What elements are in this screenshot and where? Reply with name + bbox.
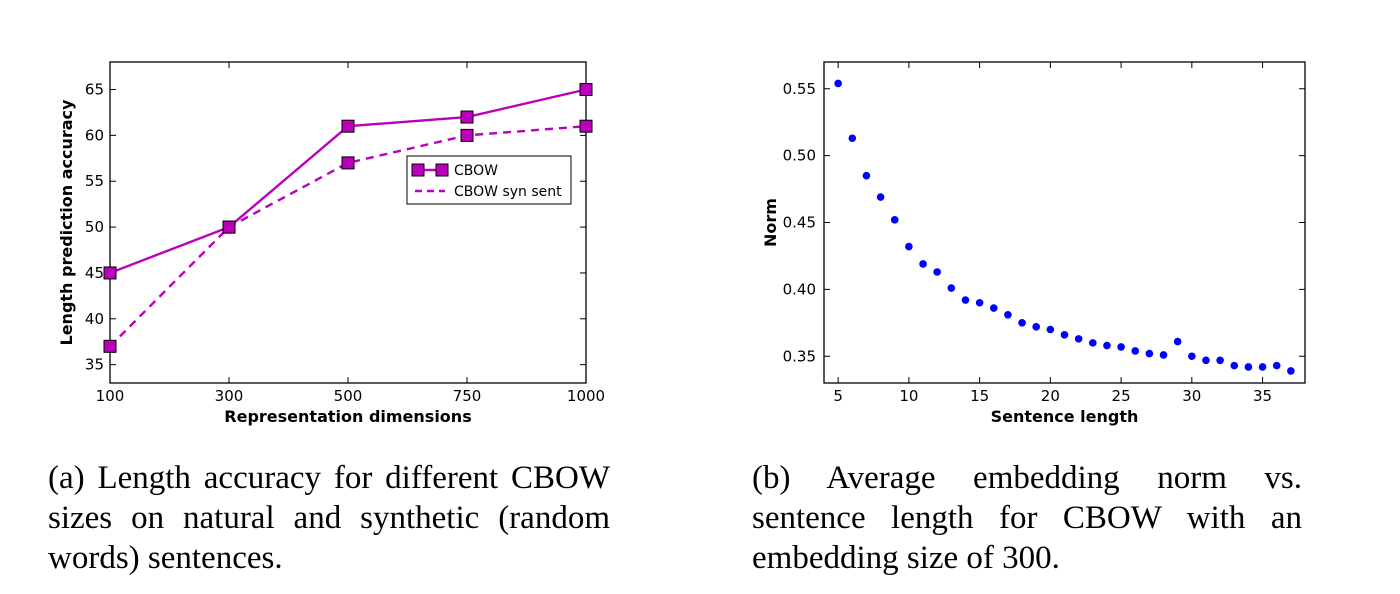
chart-b-data-point — [1004, 310, 1012, 319]
chart-a-ytick-label: 60 — [85, 126, 104, 144]
chart-b-x-axis-title: Sentence length — [991, 407, 1139, 426]
chart-a-plot-frame — [109, 61, 587, 384]
chart-b-data-point — [947, 284, 956, 292]
chart-b-data-point — [1202, 356, 1210, 365]
chart-b-data-point — [1074, 335, 1083, 343]
chart-b-data-point — [876, 193, 885, 201]
chart-b-data-point — [1032, 323, 1041, 331]
chart-b-data-point — [905, 242, 913, 251]
chart-a-ytick-label: 40 — [85, 310, 104, 328]
chart-b-data-point — [1145, 349, 1154, 358]
chart-b-xtick-label: 20 — [1041, 387, 1060, 405]
caption-b: (b) Average embedding norm vs. sentence … — [752, 460, 1302, 576]
chart-a-series-0-marker — [341, 119, 355, 133]
chart-b-embedding-norm: 0.35 0.40 0.45 0.50 0.55 5 10 15 20 25 30 35 Sentenc… — [761, 61, 1306, 426]
chart-b-data-point — [1060, 331, 1069, 339]
caption-a: (a) Length accuracy for different CBOW s… — [48, 460, 610, 576]
chart-a-xtick-label: 300 — [215, 387, 244, 405]
chart-a-legend-marker — [411, 163, 425, 177]
chart-b-data-point — [1244, 363, 1253, 371]
chart-b-data-point — [989, 304, 998, 312]
chart-b-ytick-label: 0.40 — [783, 280, 816, 298]
chart-a-legend-label: CBOW — [454, 163, 498, 179]
chart-b-data-point — [961, 296, 970, 304]
chart-b-xtick-label: 10 — [899, 387, 918, 405]
chart-b-y-axis-title: Norm — [761, 198, 780, 247]
chart-a-xtick-label: 100 — [96, 387, 125, 405]
chart-a-legend-box — [406, 155, 572, 205]
chart-b-data-point — [1018, 319, 1026, 327]
chart-b-data-point — [1287, 367, 1295, 375]
chart-a-xtick-label: 500 — [334, 387, 363, 405]
chart-b-data-point — [1272, 361, 1281, 370]
chart-b-data-point — [1131, 347, 1140, 355]
chart-b-data-point — [862, 171, 871, 180]
chart-a-xtick-label: 750 — [453, 387, 482, 405]
chart-a-ytick-label: 65 — [85, 81, 104, 99]
chart-a-xtick-label: 1000 — [567, 387, 605, 405]
chart-a-series-1-marker — [222, 220, 236, 234]
chart-a-series-0-marker — [460, 110, 474, 124]
chart-a-legend-label: CBOW syn sent — [454, 184, 562, 200]
chart-a-legend-marker — [435, 163, 449, 177]
chart-b-xtick-label: 5 — [833, 387, 843, 405]
chart-b-ytick-label: 0.35 — [783, 347, 816, 365]
chart-b-data-point — [933, 268, 941, 276]
chart-b-ytick-label: 0.50 — [783, 147, 816, 165]
chart-b-data-point — [1046, 325, 1055, 334]
chart-a-ytick-label: 35 — [85, 356, 104, 374]
chart-b-xtick-label: 35 — [1253, 387, 1272, 405]
chart-b-data-point — [975, 298, 984, 307]
chart-b-data-point — [848, 134, 857, 143]
chart-b-xtick-label: 25 — [1112, 387, 1131, 405]
chart-a-series-0-marker — [103, 266, 117, 280]
chart-a-ytick-label: 45 — [85, 264, 104, 282]
chart-b-data-point — [1188, 352, 1196, 361]
chart-b-data-point — [1173, 337, 1182, 346]
chart-b-xtick-label: 15 — [970, 387, 989, 405]
chart-a-series-1-marker — [103, 339, 117, 353]
chart-b-data-point — [919, 260, 927, 268]
chart-a-ytick-label: 50 — [85, 218, 104, 236]
chart-a-series-line-1 — [109, 125, 587, 348]
chart-a-length-accuracy: 35 40 45 50 55 60 65 100 300 500 750 1000 Representa… — [57, 61, 605, 426]
chart-b-data-point — [1088, 339, 1097, 347]
chart-b-xtick-label: 30 — [1182, 387, 1201, 405]
chart-b-data-point — [1159, 351, 1168, 359]
chart-a-series-1-marker — [341, 156, 355, 170]
chart-a-y-axis-title: Length prediction accuracy — [57, 99, 76, 346]
chart-b-data-point — [1117, 343, 1125, 351]
chart-a-x-axis-title: Representation dimensions — [224, 407, 471, 426]
chart-b-ytick-label: 0.55 — [783, 80, 816, 98]
chart-b-data-point — [834, 79, 842, 88]
chart-a-series-1-marker — [579, 119, 593, 133]
chart-b-data-point — [1258, 363, 1267, 371]
chart-a-ytick-label: 55 — [85, 172, 104, 190]
chart-b-data-point — [1103, 341, 1111, 350]
chart-b-data-point — [1230, 361, 1239, 370]
chart-a-series-0-marker — [579, 83, 593, 97]
chart-b-data-point — [890, 216, 899, 224]
chart-b-ytick-label: 0.45 — [783, 214, 816, 232]
chart-a-series-1-marker — [460, 128, 474, 142]
chart-b-data-point — [1216, 356, 1224, 365]
